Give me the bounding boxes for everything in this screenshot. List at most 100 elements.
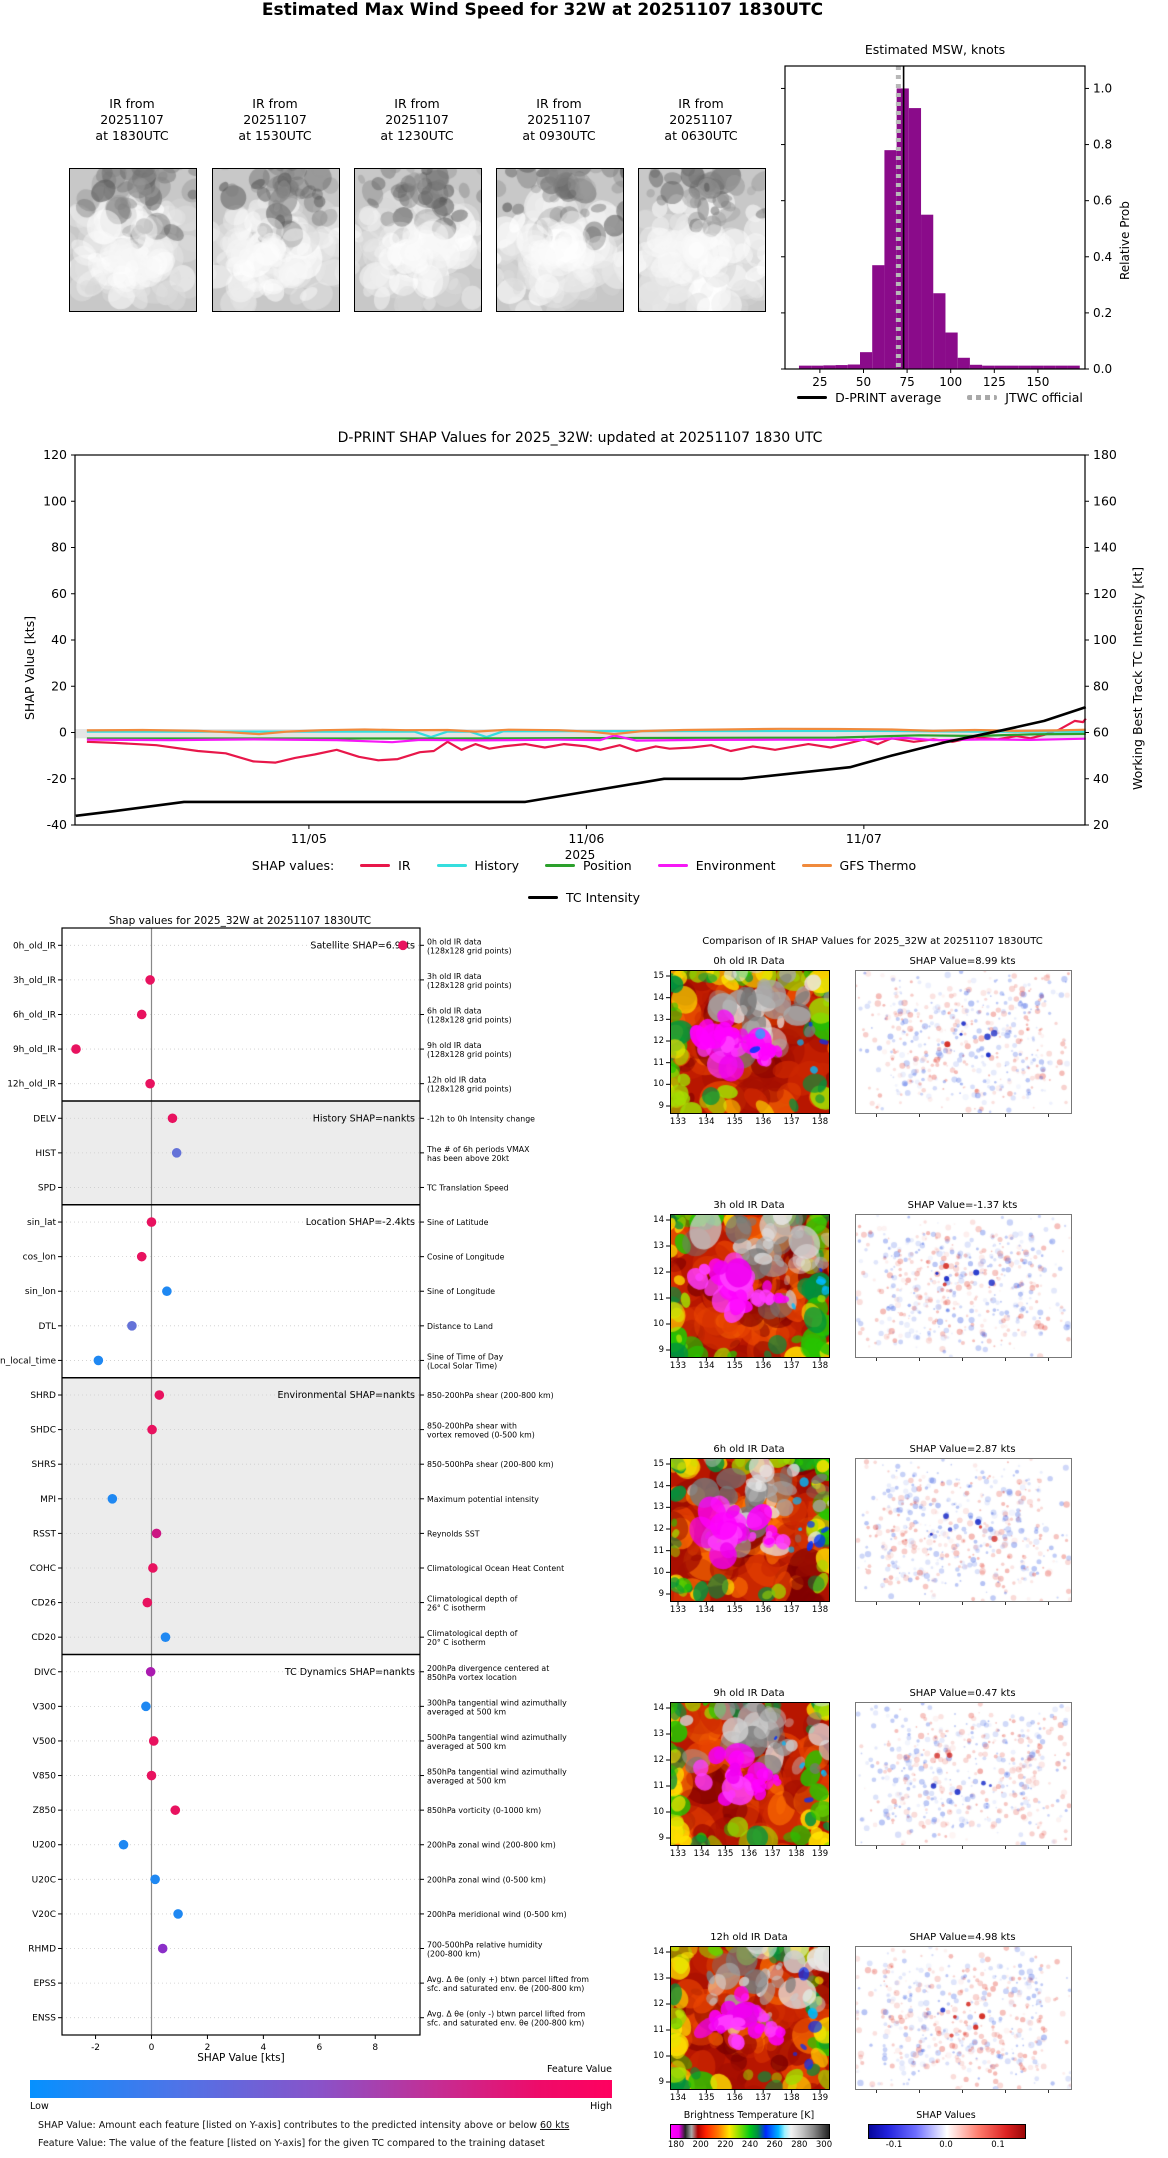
ir-map-title: 12h old IR Data — [710, 1932, 788, 1943]
ir-map-lon-tick-label: 133 — [669, 1117, 687, 1127]
feature-label: MPI — [40, 1495, 56, 1505]
feature-label: COHC — [30, 1564, 56, 1574]
ir-map-lon-tick-label: 137 — [755, 2093, 772, 2103]
shap-colorbar-tick-label: 0.0 — [939, 2140, 953, 2150]
ir-map-lon-tick-label: 139 — [811, 1849, 829, 1859]
timeseries-x-tick-label: 11/06 — [568, 831, 604, 846]
feature-value-high-label: High — [590, 2101, 612, 2112]
shap-map-title: SHAP Value=-1.37 kts — [907, 1200, 1018, 1211]
feature-description: 850hPa vorticity (0-1000 km) — [427, 1806, 541, 1815]
shap-map-title: SHAP Value=0.47 kts — [909, 1688, 1016, 1699]
feature-description: (Local Solar Time) — [427, 1361, 497, 1370]
histogram-x-tick-label: 100 — [939, 375, 962, 389]
feature-label: DTL — [39, 1322, 56, 1332]
ir-map-lat-tick-label: 12 — [653, 1524, 664, 1534]
ir-thumbnail-label-line: at 1230UTC — [380, 128, 454, 143]
timeseries-x-tick-label: 11/07 — [846, 831, 882, 846]
feature-description: 300hPa tangential wind azimuthally — [427, 1698, 567, 1707]
group-shading — [62, 1377, 420, 1655]
timeseries-left-tick-label: 20 — [51, 678, 67, 693]
ir-map-lon-tick-label: 137 — [783, 1361, 800, 1371]
bt-colorbar-tick-label: 280 — [791, 2140, 808, 2150]
ir-map-lat-tick-label: 9 — [658, 2077, 664, 2087]
timeseries-right-tick-label: 140 — [1093, 540, 1117, 555]
histogram-bar — [872, 265, 885, 369]
ir-map-image — [670, 1458, 830, 1602]
feature-label: 12h_old_IR — [7, 1080, 56, 1090]
bt-colorbar-tick-label: 240 — [741, 2140, 759, 2150]
histogram-y-tick-label: 0.2 — [1093, 306, 1112, 320]
feature-label: sin_local_time — [0, 1356, 56, 1366]
ir-map-lon-tick-label: 135 — [726, 1361, 743, 1371]
shap-dot-CD20 — [160, 1632, 171, 1642]
ir-map-lat-tick-label: 11 — [653, 2025, 664, 2035]
histogram-bar — [908, 108, 922, 369]
shap-dot-SHDC — [147, 1424, 157, 1435]
shap-colorbar — [868, 2124, 1026, 2139]
footnote-feature-value: Feature Value: The value of the feature … — [38, 2138, 545, 2149]
feature-value-colorbar-title: Feature Value — [546, 2064, 612, 2075]
ir-map-lon-tick-label: 135 — [698, 2093, 715, 2103]
feature-label: DIVC — [34, 1668, 56, 1678]
feature-value-colorbar — [30, 2080, 612, 2098]
timeseries-right-tick-label: 120 — [1093, 586, 1117, 601]
feature-label: V300 — [33, 1702, 57, 1712]
shap-dot-RHMD — [157, 1943, 168, 1954]
feature-label: CD20 — [31, 1633, 56, 1643]
feature-description: -12h to 0h Intensity change — [427, 1114, 535, 1123]
feature-description: (128x128 grid points) — [427, 1015, 512, 1024]
histogram-bar — [1006, 365, 1019, 369]
feature-description: Avg. Δ θe (only +) btwn parcel lifted fr… — [427, 1975, 589, 1984]
feature-description: Distance to Land — [427, 1322, 493, 1331]
histogram-title: Estimated MSW, knots — [864, 42, 1006, 57]
timeseries-frame — [74, 454, 1086, 826]
feature-description: 850hPa tangential wind azimuthally — [427, 1768, 567, 1777]
feature-description: Cosine of Longitude — [427, 1253, 505, 1262]
legend-item-history: History — [436, 858, 519, 873]
feature-description: 9h old IR data — [427, 1041, 482, 1050]
histogram-legend: D-PRINT average JTWC official — [720, 390, 1160, 405]
shap-dot-U20C — [150, 1874, 160, 1885]
legend-item-tc-intensity: TC Intensity — [527, 890, 640, 905]
shap-colorbar-tick-label: -0.1 — [885, 2140, 903, 2150]
histogram-bar — [982, 365, 995, 369]
ir-map-lat-tick-label: 9 — [658, 1833, 664, 1843]
ir-map-image — [670, 1702, 830, 1846]
feature-description: TC Translation Speed — [426, 1183, 509, 1192]
timeseries-left-tick-label: 100 — [43, 493, 67, 508]
footnote-shap-value: SHAP Value: Amount each feature [listed … — [38, 2120, 569, 2131]
ir-map-lat-tick-label: 13 — [653, 1241, 664, 1251]
ir-map-lon-tick-label: 136 — [726, 2093, 743, 2103]
feature-description: 850-200hPa shear with — [427, 1422, 517, 1431]
ir-map-lon-tick-label: 137 — [783, 1605, 800, 1615]
ir-map-lat-tick-label: 9 — [658, 1589, 664, 1599]
legend-label: TC Intensity — [565, 890, 640, 905]
ir-map-title: 3h old IR Data — [713, 1200, 785, 1211]
feature-label: EPSS — [33, 1979, 56, 1989]
histogram-bar — [847, 364, 860, 369]
ir-thumbnail-label: IR from 20251107 at 0630UTC — [638, 96, 764, 144]
histogram-x-tick-label: 25 — [812, 375, 827, 389]
timeseries-left-tick-label: 40 — [51, 632, 67, 647]
feature-description: 12h old IR data — [427, 1076, 487, 1085]
dotplot-x-tick-label: 8 — [372, 2043, 378, 2053]
feature-description: Avg. Δ θe (only -) btwn parcel lifted fr… — [427, 2010, 585, 2019]
shap-map-title: SHAP Value=2.87 kts — [909, 1444, 1016, 1455]
feature-label: 3h_old_IR — [13, 976, 56, 986]
ir-thumbnail-label-line: IR from — [678, 96, 724, 111]
feature-label: U20C — [32, 1875, 56, 1885]
feature-label: sin_lat — [27, 1218, 56, 1228]
feature-label: SHDC — [30, 1426, 56, 1436]
timeseries-legend-row2: TC Intensity — [60, 890, 1108, 905]
timeseries-right-tick-label: 100 — [1093, 632, 1117, 647]
ir-map-lat-tick-label: 9 — [658, 1101, 664, 1111]
feature-value-low-label: Low — [30, 2101, 49, 2112]
shap-dot-cos_lon — [136, 1251, 147, 1262]
shap-dot-HIST — [171, 1148, 182, 1158]
dotplot-x-tick-label: 2 — [205, 2043, 211, 2053]
ir-map-lon-tick-label: 138 — [811, 1361, 829, 1371]
feature-description: The # of 6h periods VMAX — [426, 1145, 530, 1154]
legend-label: D-PRINT average — [835, 390, 942, 405]
ir-map-lon-tick-label: 134 — [698, 1117, 715, 1127]
timeseries-title: D-PRINT SHAP Values for 2025_32W: update… — [337, 430, 823, 446]
